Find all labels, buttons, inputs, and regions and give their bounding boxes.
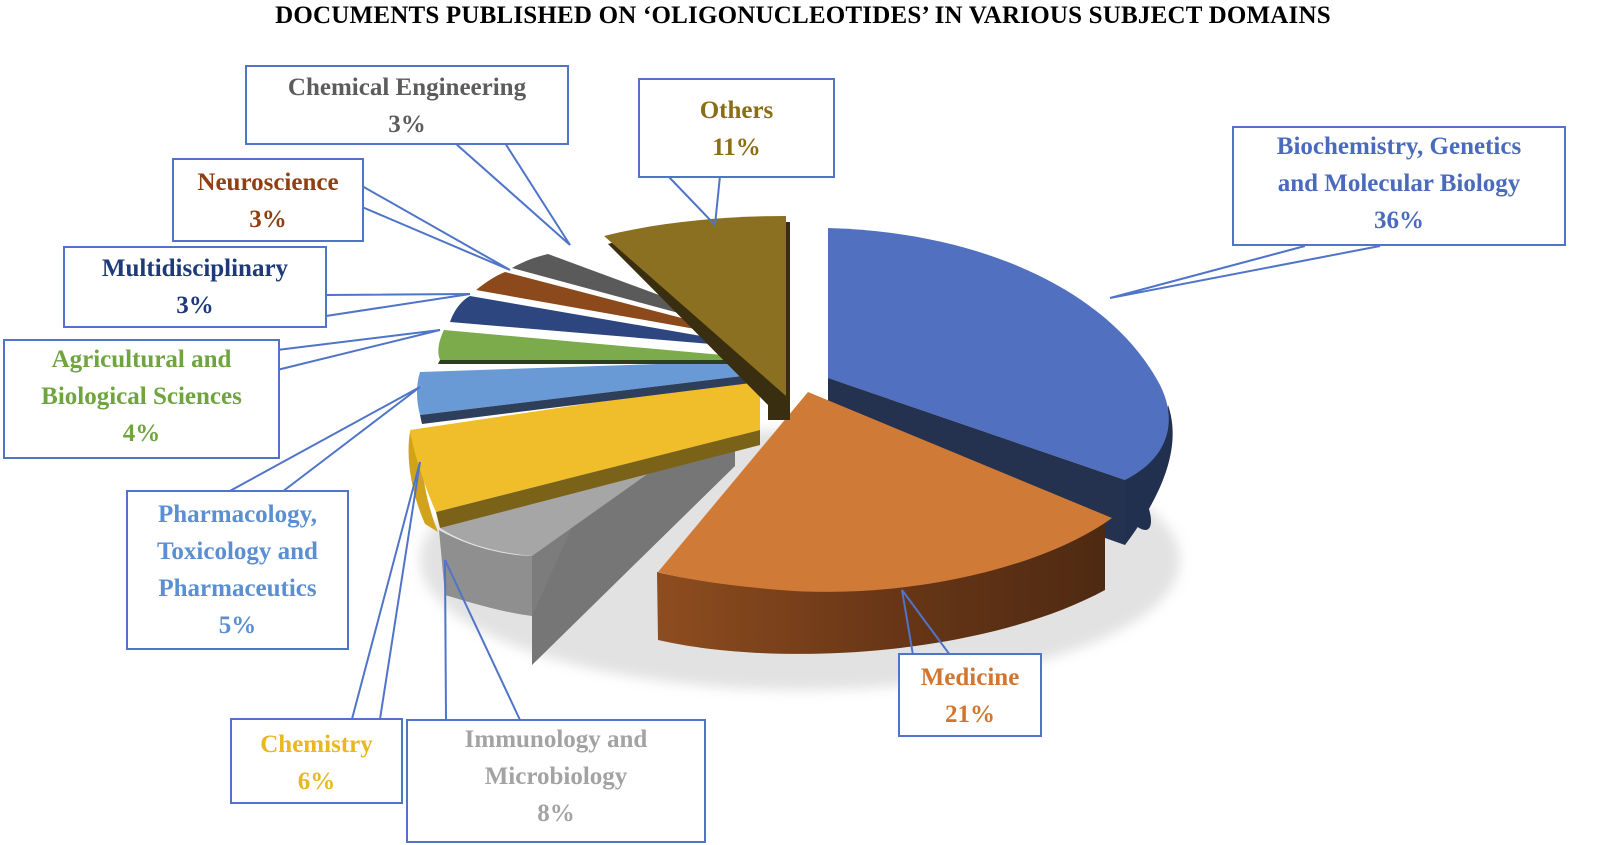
label-pct: 3% — [176, 292, 214, 319]
label-biochemistry: Biochemistry, Genetics and Molecular Bio… — [1232, 126, 1566, 246]
label-pct: 3% — [388, 111, 426, 138]
label-pct: 11% — [712, 134, 761, 161]
label-chemistry: Chemistry 6% — [230, 718, 403, 804]
slice-medicine — [657, 392, 1112, 654]
label-pct: 6% — [297, 768, 336, 795]
label-name-2: and Molecular Biology — [1277, 170, 1521, 197]
label-agricultural: Agricultural and Biological Sciences 4% — [3, 339, 280, 459]
label-neuroscience: Neuroscience 3% — [172, 158, 364, 242]
label-name: Multidisciplinary — [101, 255, 289, 282]
label-pct: 21% — [945, 701, 995, 728]
label-name: Chemistry — [260, 731, 373, 758]
label-name: Chemical Engineering — [287, 74, 527, 101]
label-name-2: Biological Sciences — [41, 383, 242, 410]
label-name-3: Pharmaceutics — [158, 575, 317, 602]
slice-chemistry — [408, 378, 760, 532]
chart-title: DOCUMENTS PUBLISHED ON ‘OLIGONUCLEOTIDES… — [275, 2, 1331, 29]
label-pct: 4% — [122, 420, 161, 447]
label-name: Others — [699, 97, 774, 124]
label-name-2: Microbiology — [484, 763, 628, 790]
slice-agricultural — [438, 330, 778, 364]
slice-pharmacology — [417, 360, 775, 424]
label-pharmacology: Pharmacology, Toxicology and Pharmaceuti… — [126, 490, 349, 650]
label-others: Others 11% — [638, 78, 835, 178]
label-pct: 3% — [249, 206, 287, 233]
label-name: Agricultural and — [51, 346, 232, 373]
label-pct: 8% — [537, 800, 575, 827]
label-medicine: Medicine 21% — [898, 653, 1042, 737]
label-name-2: Toxicology and — [157, 538, 318, 565]
label-name: Immunology and — [464, 726, 648, 753]
label-chemical-engineering: Chemical Engineering 3% — [245, 65, 569, 145]
slice-others — [604, 216, 790, 420]
label-name: Medicine — [920, 664, 1020, 691]
label-name: Biochemistry, Genetics — [1276, 133, 1522, 160]
leader-lines — [227, 142, 1381, 721]
slice-multidisciplinary — [450, 296, 782, 350]
label-pct: 36% — [1374, 207, 1424, 234]
label-immunology: Immunology and Microbiology 8% — [406, 719, 706, 843]
label-name: Pharmacology, — [157, 501, 317, 528]
label-name: Neuroscience — [197, 169, 339, 196]
label-pct: 5% — [218, 612, 257, 639]
label-multidisciplinary: Multidisciplinary 3% — [63, 246, 327, 328]
